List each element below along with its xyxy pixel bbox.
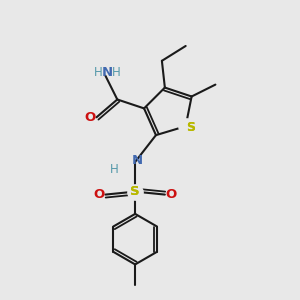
Text: S: S (130, 185, 140, 198)
Text: N: N (132, 154, 143, 167)
Text: H: H (94, 66, 103, 79)
Text: H: H (110, 163, 119, 176)
Text: O: O (166, 188, 177, 201)
Text: S: S (187, 121, 196, 134)
Text: N: N (101, 66, 112, 79)
Text: S: S (130, 185, 140, 198)
Text: O: O (84, 111, 96, 124)
Text: S: S (187, 121, 196, 134)
Text: H: H (111, 66, 120, 79)
Text: O: O (93, 188, 104, 201)
